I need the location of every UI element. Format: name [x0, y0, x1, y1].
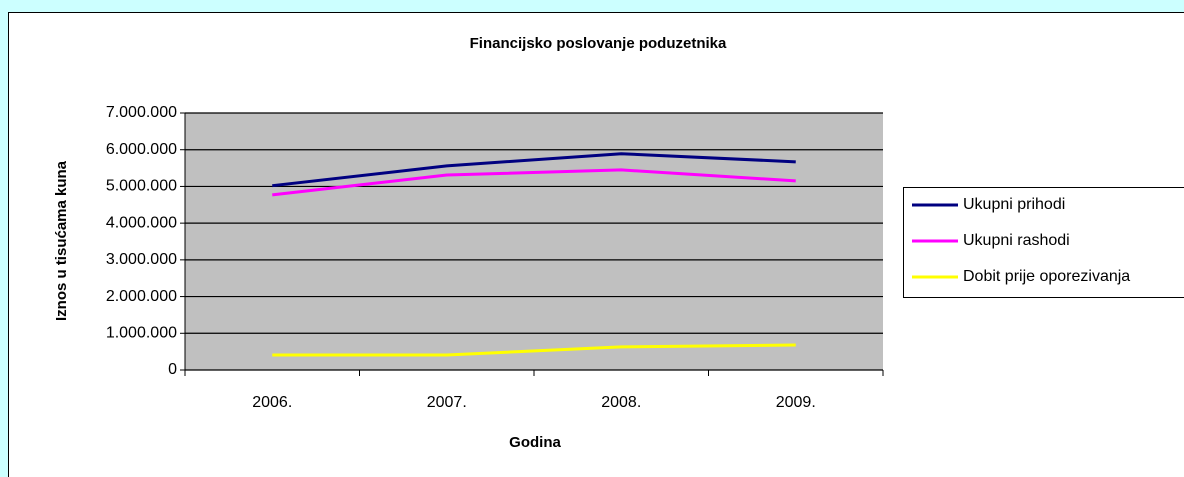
legend-label: Ukupni prihodi: [963, 196, 1065, 213]
x-axis-label: Godina: [509, 434, 561, 451]
legend-label: Ukupni rashodi: [963, 232, 1070, 249]
y-tick-label: 0: [168, 361, 177, 378]
chart-title: Financijsko poslovanje poduzetnika: [470, 35, 727, 52]
series-line: [272, 152, 796, 188]
series-line: [272, 168, 796, 197]
y-tick-label: 6.000.000: [106, 141, 177, 158]
y-axis-label: Iznos u tisućama kuna: [53, 160, 70, 321]
y-tick-label: 7.000.000: [106, 104, 177, 121]
x-tick-label: 2007.: [427, 394, 467, 411]
y-tick-label: 3.000.000: [106, 251, 177, 268]
series-line: [272, 343, 796, 357]
legend-label: Dobit prije oporezivanja: [963, 268, 1130, 285]
x-tick-label: 2006.: [252, 394, 292, 411]
y-tick-label: 2.000.000: [106, 288, 177, 305]
y-tick-label: 5.000.000: [106, 178, 177, 195]
y-tick-label: 4.000.000: [106, 214, 177, 231]
x-tick-label: 2009.: [776, 394, 816, 411]
y-tick-label: 1.000.000: [106, 325, 177, 342]
plot-area: [185, 113, 883, 370]
x-tick-label: 2008.: [601, 394, 641, 411]
